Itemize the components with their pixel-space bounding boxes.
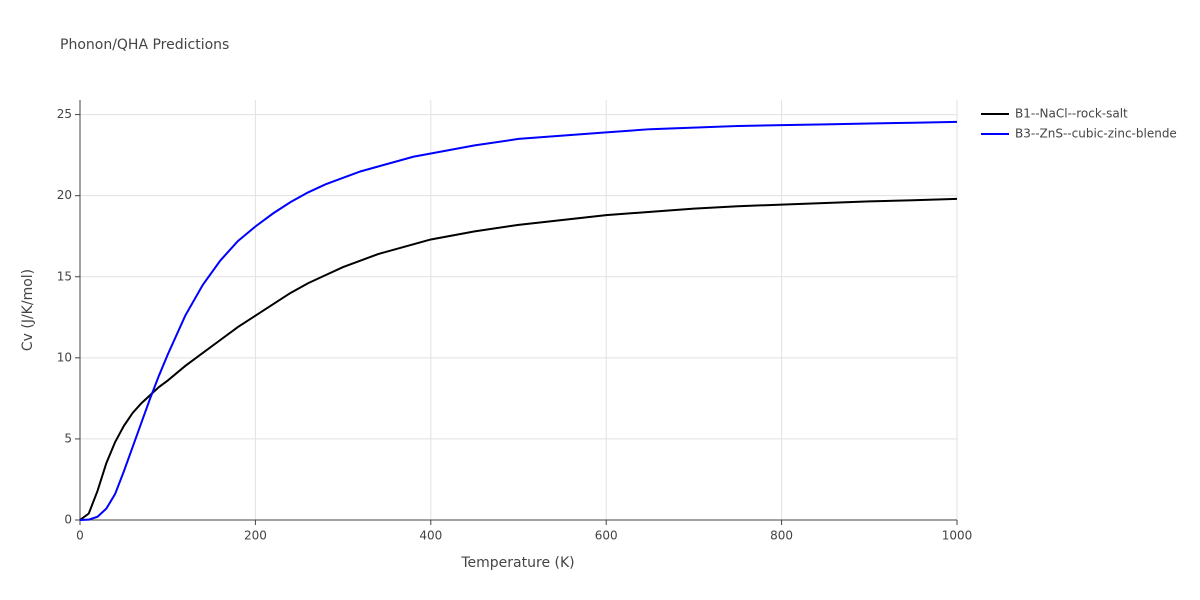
x-axis-label: Temperature (K) [460, 555, 574, 571]
x-tick-label: 800 [770, 529, 793, 543]
y-tick-label: 15 [57, 269, 72, 283]
x-tick-label: 0 [76, 529, 84, 543]
y-tick-label: 10 [57, 350, 72, 364]
series-line [79, 197, 958, 521]
chart-title: Phonon/QHA Predictions [60, 37, 229, 53]
x-tick-label: 200 [244, 529, 267, 543]
legend-label: B3--ZnS--cubic-zinc-blende [1015, 127, 1177, 141]
series-line [79, 120, 958, 521]
x-tick-label: 1000 [942, 529, 973, 543]
y-tick-label: 0 [64, 513, 72, 527]
y-axis-label: Cv (J/K/mol) [20, 269, 36, 351]
x-tick-label: 600 [595, 529, 618, 543]
y-tick-label: 5 [64, 431, 72, 445]
x-tick-label: 400 [419, 529, 442, 543]
legend-label: B1--NaCl--rock-salt [1015, 107, 1128, 121]
y-tick-label: 20 [57, 188, 72, 202]
y-tick-label: 25 [57, 107, 72, 121]
